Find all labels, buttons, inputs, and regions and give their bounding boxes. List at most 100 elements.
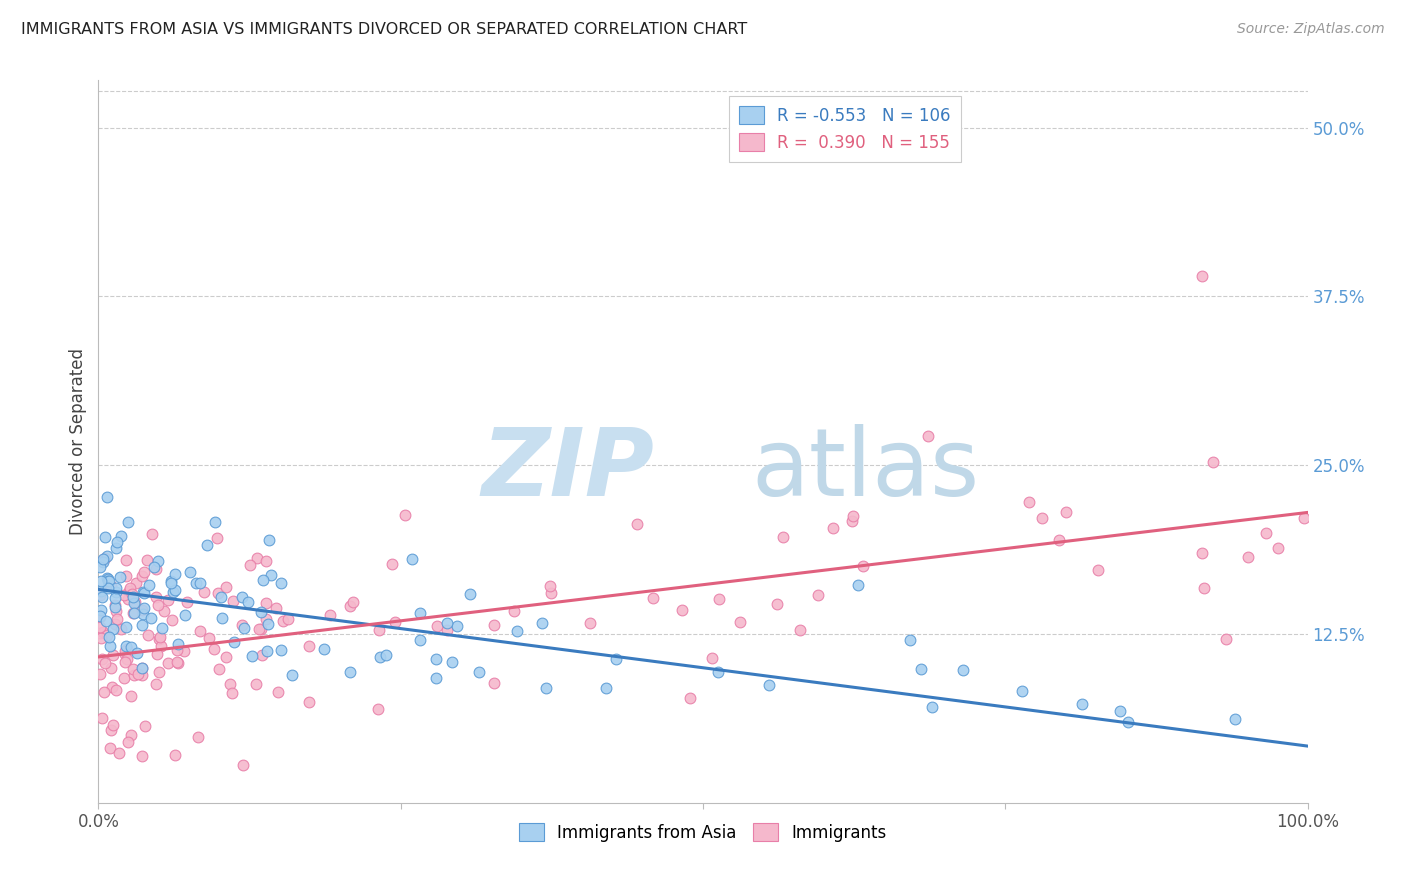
Point xyxy=(789,623,811,637)
Point xyxy=(195,538,218,552)
Point xyxy=(100,723,122,737)
Point xyxy=(1011,683,1033,698)
Text: ZIP: ZIP xyxy=(482,425,655,516)
Point xyxy=(207,662,229,676)
Point xyxy=(150,639,173,653)
Point xyxy=(121,728,143,742)
Point xyxy=(409,633,432,648)
Point xyxy=(105,604,128,618)
Point xyxy=(921,700,943,714)
Point xyxy=(207,586,229,600)
Point xyxy=(100,661,122,675)
Point xyxy=(159,576,181,591)
Point xyxy=(122,606,145,620)
Point xyxy=(898,632,921,647)
Point xyxy=(578,616,600,631)
Point xyxy=(184,575,207,590)
Point xyxy=(1223,712,1246,726)
Point xyxy=(298,639,321,653)
Point xyxy=(233,621,256,635)
Point xyxy=(339,599,361,614)
Point xyxy=(131,749,153,764)
Point xyxy=(215,580,238,594)
Point xyxy=(202,641,225,656)
Point xyxy=(89,588,111,602)
Point xyxy=(1054,505,1077,519)
Point xyxy=(94,614,117,628)
Point xyxy=(173,608,195,623)
Point xyxy=(436,623,458,637)
Point xyxy=(91,552,114,566)
Point xyxy=(188,624,211,639)
Point xyxy=(706,665,728,680)
Point xyxy=(150,621,173,635)
Point xyxy=(222,634,245,648)
Point xyxy=(90,574,112,588)
Point xyxy=(103,648,125,663)
Point xyxy=(1236,550,1258,565)
Point xyxy=(821,521,844,535)
Point xyxy=(231,617,253,632)
Point xyxy=(103,616,125,631)
Point xyxy=(117,515,139,529)
Point xyxy=(1047,533,1070,547)
Point xyxy=(239,558,262,572)
Point xyxy=(118,581,141,595)
Point xyxy=(136,553,159,567)
Point xyxy=(122,607,145,621)
Point xyxy=(176,594,198,608)
Point xyxy=(257,533,280,547)
Point xyxy=(104,591,127,605)
Point xyxy=(214,650,236,665)
Point xyxy=(246,551,269,566)
Point xyxy=(90,590,112,604)
Point xyxy=(679,690,702,705)
Point xyxy=(97,581,120,595)
Point xyxy=(231,590,253,604)
Point xyxy=(374,648,396,662)
Text: atlas: atlas xyxy=(751,425,980,516)
Point xyxy=(257,616,280,631)
Point xyxy=(94,656,117,670)
Point xyxy=(131,667,153,681)
Point xyxy=(312,642,335,657)
Point xyxy=(139,610,162,624)
Point xyxy=(97,574,120,588)
Point xyxy=(97,573,120,587)
Point xyxy=(841,509,863,524)
Point xyxy=(250,622,273,636)
Point xyxy=(917,429,939,443)
Point xyxy=(254,596,277,610)
Point xyxy=(118,584,141,599)
Point xyxy=(138,578,160,592)
Point xyxy=(1202,455,1225,469)
Point xyxy=(232,758,254,772)
Point xyxy=(145,677,167,691)
Point xyxy=(709,592,731,607)
Point xyxy=(112,672,135,686)
Point xyxy=(131,607,153,621)
Point xyxy=(132,584,155,599)
Point xyxy=(107,535,129,549)
Point xyxy=(112,588,135,602)
Point xyxy=(1192,581,1215,595)
Point xyxy=(401,552,423,566)
Point xyxy=(90,583,112,598)
Point xyxy=(846,578,869,592)
Point xyxy=(115,652,138,666)
Point xyxy=(187,730,209,744)
Point xyxy=(143,559,166,574)
Point xyxy=(167,656,190,670)
Point xyxy=(145,562,167,576)
Point xyxy=(93,555,115,569)
Point xyxy=(270,576,292,591)
Point xyxy=(384,615,406,629)
Point xyxy=(162,585,184,599)
Point xyxy=(250,605,273,619)
Point xyxy=(342,594,364,608)
Point xyxy=(367,702,389,716)
Point xyxy=(1292,511,1315,525)
Point xyxy=(758,678,780,692)
Point xyxy=(104,598,127,612)
Point xyxy=(105,581,128,595)
